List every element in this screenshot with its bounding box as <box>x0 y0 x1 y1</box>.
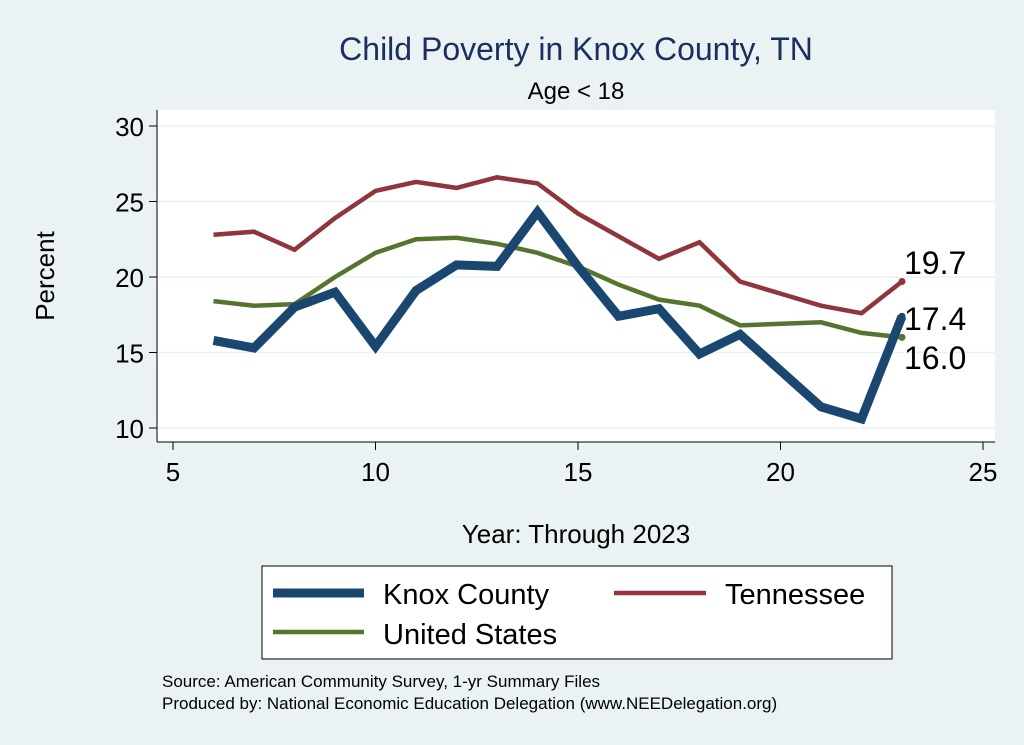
footer-source: Source: American Community Survey, 1-yr … <box>162 672 600 691</box>
series-tennessee-endpoint <box>898 278 906 286</box>
series-knox-county-endpoint <box>898 312 906 320</box>
x-tick-label: 10 <box>361 457 390 487</box>
series-tennessee-line <box>213 175 904 316</box>
legend-box <box>261 565 893 660</box>
end-label-tennessee: 19.7 <box>904 245 966 281</box>
legend-label-tennessee: Tennessee <box>725 579 865 611</box>
x-tick-label: 25 <box>969 457 998 487</box>
series-knox-county-line <box>212 204 907 425</box>
footer-produced-by: Produced by: National Economic Education… <box>162 694 777 713</box>
x-tick-label: 5 <box>166 457 180 487</box>
y-tick-label: 25 <box>115 188 144 218</box>
legend-label-knox-county: Knox County <box>383 579 550 611</box>
series-united-states-line <box>213 235 903 340</box>
chart-title: Child Poverty in Knox County, TN <box>339 31 813 67</box>
series-united-states-endpoint <box>898 333 906 341</box>
grid <box>157 125 995 429</box>
y-tick-label: 20 <box>115 263 144 293</box>
y-tick-label: 30 <box>115 112 144 142</box>
x-tick-label: 15 <box>564 457 593 487</box>
series-layer <box>212 175 907 425</box>
legend: Knox County Tennessee United States <box>273 579 865 651</box>
axes: 10 15 20 25 30 5 10 15 20 25 <box>115 110 997 487</box>
end-labels: 17.4 19.7 16.0 <box>904 245 966 376</box>
plot-area <box>157 110 995 442</box>
x-tick-label: 20 <box>766 457 795 487</box>
end-label-united-states: 16.0 <box>904 340 966 376</box>
y-tick-label: 15 <box>115 339 144 369</box>
y-axis-label: Percent <box>30 230 60 320</box>
end-label-knox-county: 17.4 <box>904 301 966 337</box>
legend-label-united-states: United States <box>383 619 557 651</box>
chart-subtitle: Age < 18 <box>528 78 625 105</box>
y-tick-label: 10 <box>115 414 144 444</box>
x-axis-label: Year: Through 2023 <box>462 519 690 549</box>
